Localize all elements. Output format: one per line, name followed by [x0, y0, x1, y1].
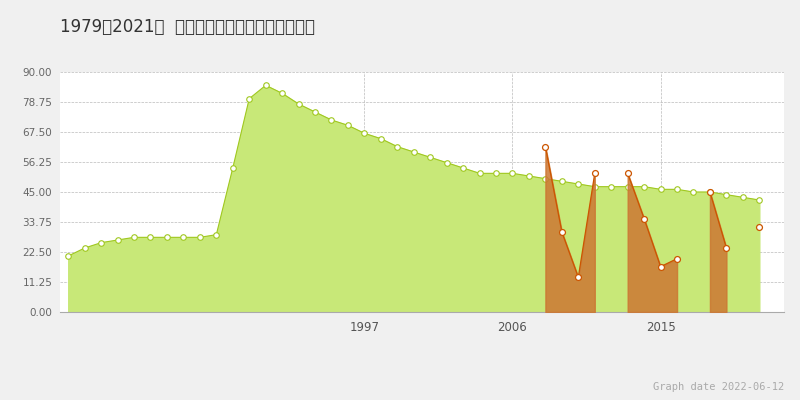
- Point: [309, 109, 322, 115]
- Point: [457, 165, 470, 171]
- Point: [622, 184, 634, 190]
- Point: [128, 234, 141, 240]
- Point: [703, 189, 716, 195]
- Point: [473, 170, 486, 176]
- Point: [555, 229, 568, 235]
- Point: [374, 136, 387, 142]
- Point: [259, 82, 272, 88]
- Text: 1979～2021年  大阪市西淡川区中峳の地価推移: 1979～2021年 大阪市西淡川区中峳の地価推移: [60, 18, 315, 36]
- Point: [111, 237, 124, 243]
- Point: [243, 96, 256, 102]
- Point: [720, 245, 733, 251]
- Point: [555, 178, 568, 184]
- Point: [226, 165, 239, 171]
- Point: [753, 197, 766, 203]
- Point: [670, 256, 683, 262]
- Point: [588, 170, 601, 176]
- Point: [670, 186, 683, 192]
- Point: [539, 144, 552, 150]
- Point: [622, 170, 634, 176]
- Point: [638, 184, 650, 190]
- Point: [62, 253, 74, 259]
- Point: [539, 176, 552, 182]
- Point: [424, 154, 437, 160]
- Point: [638, 216, 650, 222]
- Point: [687, 189, 700, 195]
- Point: [522, 173, 535, 179]
- Point: [440, 160, 453, 166]
- Point: [144, 234, 157, 240]
- Point: [161, 234, 174, 240]
- Point: [588, 184, 601, 190]
- Point: [506, 170, 519, 176]
- Point: [94, 240, 107, 246]
- Point: [654, 186, 667, 192]
- Point: [78, 245, 91, 251]
- Point: [407, 149, 420, 155]
- Point: [720, 192, 733, 198]
- Point: [342, 122, 354, 128]
- Point: [572, 274, 585, 280]
- Point: [490, 170, 502, 176]
- Point: [605, 184, 618, 190]
- Point: [276, 90, 289, 96]
- Point: [194, 234, 206, 240]
- Point: [325, 117, 338, 123]
- Point: [210, 232, 222, 238]
- Point: [753, 224, 766, 230]
- Point: [358, 130, 371, 136]
- Point: [177, 234, 190, 240]
- Point: [292, 101, 305, 107]
- Point: [737, 194, 750, 200]
- Point: [391, 144, 404, 150]
- Point: [703, 189, 716, 195]
- Point: [572, 181, 585, 187]
- Text: Graph date 2022-06-12: Graph date 2022-06-12: [653, 382, 784, 392]
- Point: [654, 264, 667, 270]
